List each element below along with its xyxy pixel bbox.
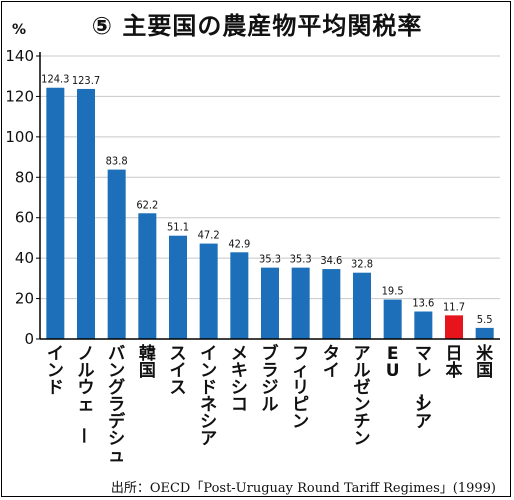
y-tick-label: 60 [15,209,34,227]
value-label: 32.8 [351,258,373,271]
bar-10 [322,269,341,339]
axes [36,52,500,340]
category-label: インドネシア [200,344,217,449]
bar-9 [291,267,310,339]
bar-13 [414,311,433,339]
source-note: 出所：OECD「Post-Uruguay Round Tariff Regime… [110,481,496,496]
bar-12 [383,299,402,339]
category-label: メキシコ [231,344,248,415]
labels: 0 20 40 60 80 100 120 140 124.3 インド 123.7 ノルウェー 83.8… [5,47,494,466]
y-tick-label: 0 [24,330,34,348]
value-label: 42.9 [228,237,250,250]
category-label: フィリピン [292,344,309,432]
chart-title: ⑤ 主要国の農産物平均関税率 [91,12,423,40]
bar-14 [445,315,463,339]
bar-15 [475,327,494,339]
value-label: 47.2 [198,229,220,242]
bar-3 [107,169,126,339]
category-label: 米国 [476,343,494,381]
bar-6 [199,243,218,339]
bars [46,87,494,340]
value-label: 35.3 [259,253,281,266]
y-tick-label: 20 [15,290,34,308]
bar-5 [169,235,187,339]
category-label: ノルウェー [73,344,95,444]
y-tick-label: 120 [5,87,34,105]
bar-4 [138,213,157,339]
value-label: 19.5 [382,285,404,298]
bar-7 [230,252,249,339]
value-label: 11.7 [443,300,465,313]
category-label: インド [47,344,64,398]
value-label: 51.1 [167,221,189,234]
bar-8 [261,267,279,339]
value-label: 62.2 [136,198,158,211]
category-label: 韓国 [139,343,156,381]
category-label: スイス [170,344,187,398]
category-label: ブラジル [262,343,279,415]
category-label: 日本 [446,344,463,381]
category-label: マレーシア [410,344,432,432]
value-label: 5.5 [477,313,493,326]
value-label: 13.6 [412,297,434,310]
category-label: アルゼンチン [354,344,371,449]
y-tick-label: 40 [15,249,34,267]
value-label: 35.3 [290,253,312,266]
value-label: 124.3 [41,73,69,86]
value-label: 123.7 [72,74,100,87]
bar-2 [77,88,95,340]
category-label: タイ [323,344,340,381]
y-axis-unit: % [12,22,27,38]
value-label: 83.8 [106,155,128,168]
y-tick-label: 80 [15,168,34,186]
y-tick-label: 100 [5,128,34,146]
value-label: 34.6 [320,254,342,267]
y-tick-label: 140 [5,47,34,65]
bar-11 [353,272,371,339]
category-label: バングラデシュ [108,344,126,466]
bar-1 [46,87,65,340]
